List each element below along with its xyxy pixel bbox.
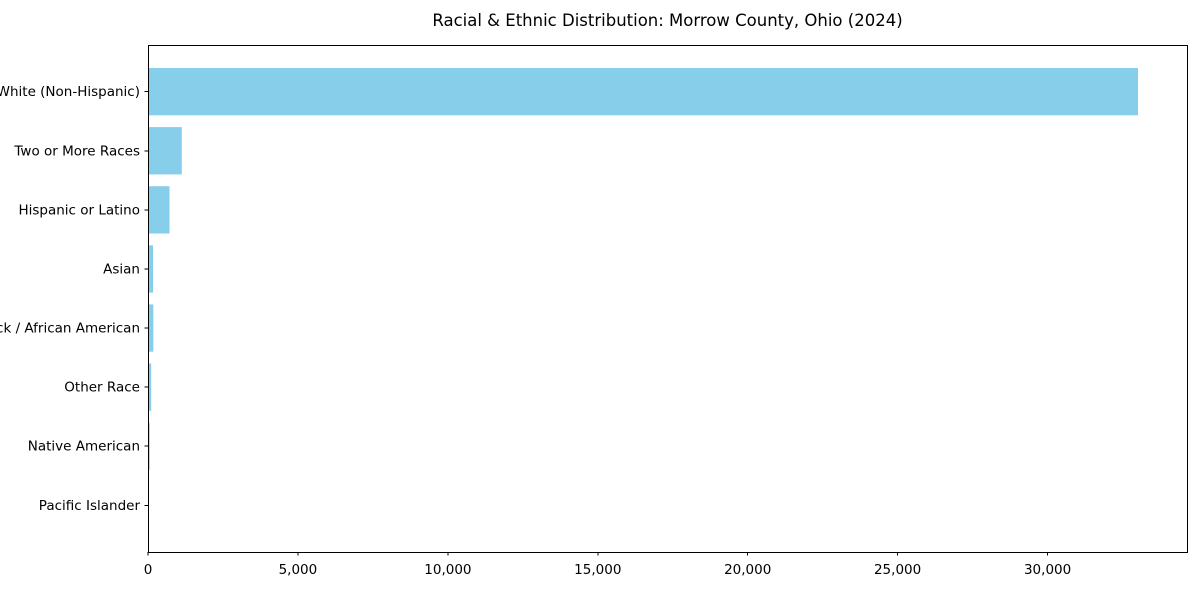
x-tick-label-10000: 10,000: [424, 562, 471, 578]
x-tick-label-5000: 5,000: [279, 562, 318, 578]
y-tick-label-native-american: Native American: [28, 439, 140, 455]
bar-hispanic-or-latino: [148, 186, 170, 234]
x-tick-label-30000: 30,000: [1024, 562, 1071, 578]
y-tick-label-other-race: Other Race: [64, 380, 140, 396]
bar-other-race: [148, 363, 152, 411]
y-tick-label-hispanic-or-latino: Hispanic or Latino: [18, 202, 140, 218]
x-tick-label-25000: 25,000: [874, 562, 921, 578]
y-tick-label-black-african-american: Black / African American: [0, 321, 140, 337]
x-tick-label-0: 0: [144, 562, 153, 578]
y-tick-label-pacific-islander: Pacific Islander: [39, 498, 141, 514]
x-tick-label-20000: 20,000: [724, 562, 771, 578]
bar-black-african-american: [148, 304, 154, 352]
bar-two-or-more-races: [148, 127, 182, 175]
chart-title: Racial & Ethnic Distribution: Morrow Cou…: [432, 11, 903, 30]
bar-native-american: [148, 422, 150, 470]
y-tick-label-asian: Asian: [103, 262, 140, 278]
y-tick-label-two-or-more-races: Two or More Races: [13, 143, 140, 159]
plot-frame: [148, 45, 1188, 553]
bar-white-non-hispanic: [148, 68, 1138, 116]
y-tick-label-white-non-hispanic: White (Non-Hispanic): [0, 84, 140, 100]
bar-asian: [148, 245, 153, 293]
x-tick-label-15000: 15,000: [574, 562, 621, 578]
